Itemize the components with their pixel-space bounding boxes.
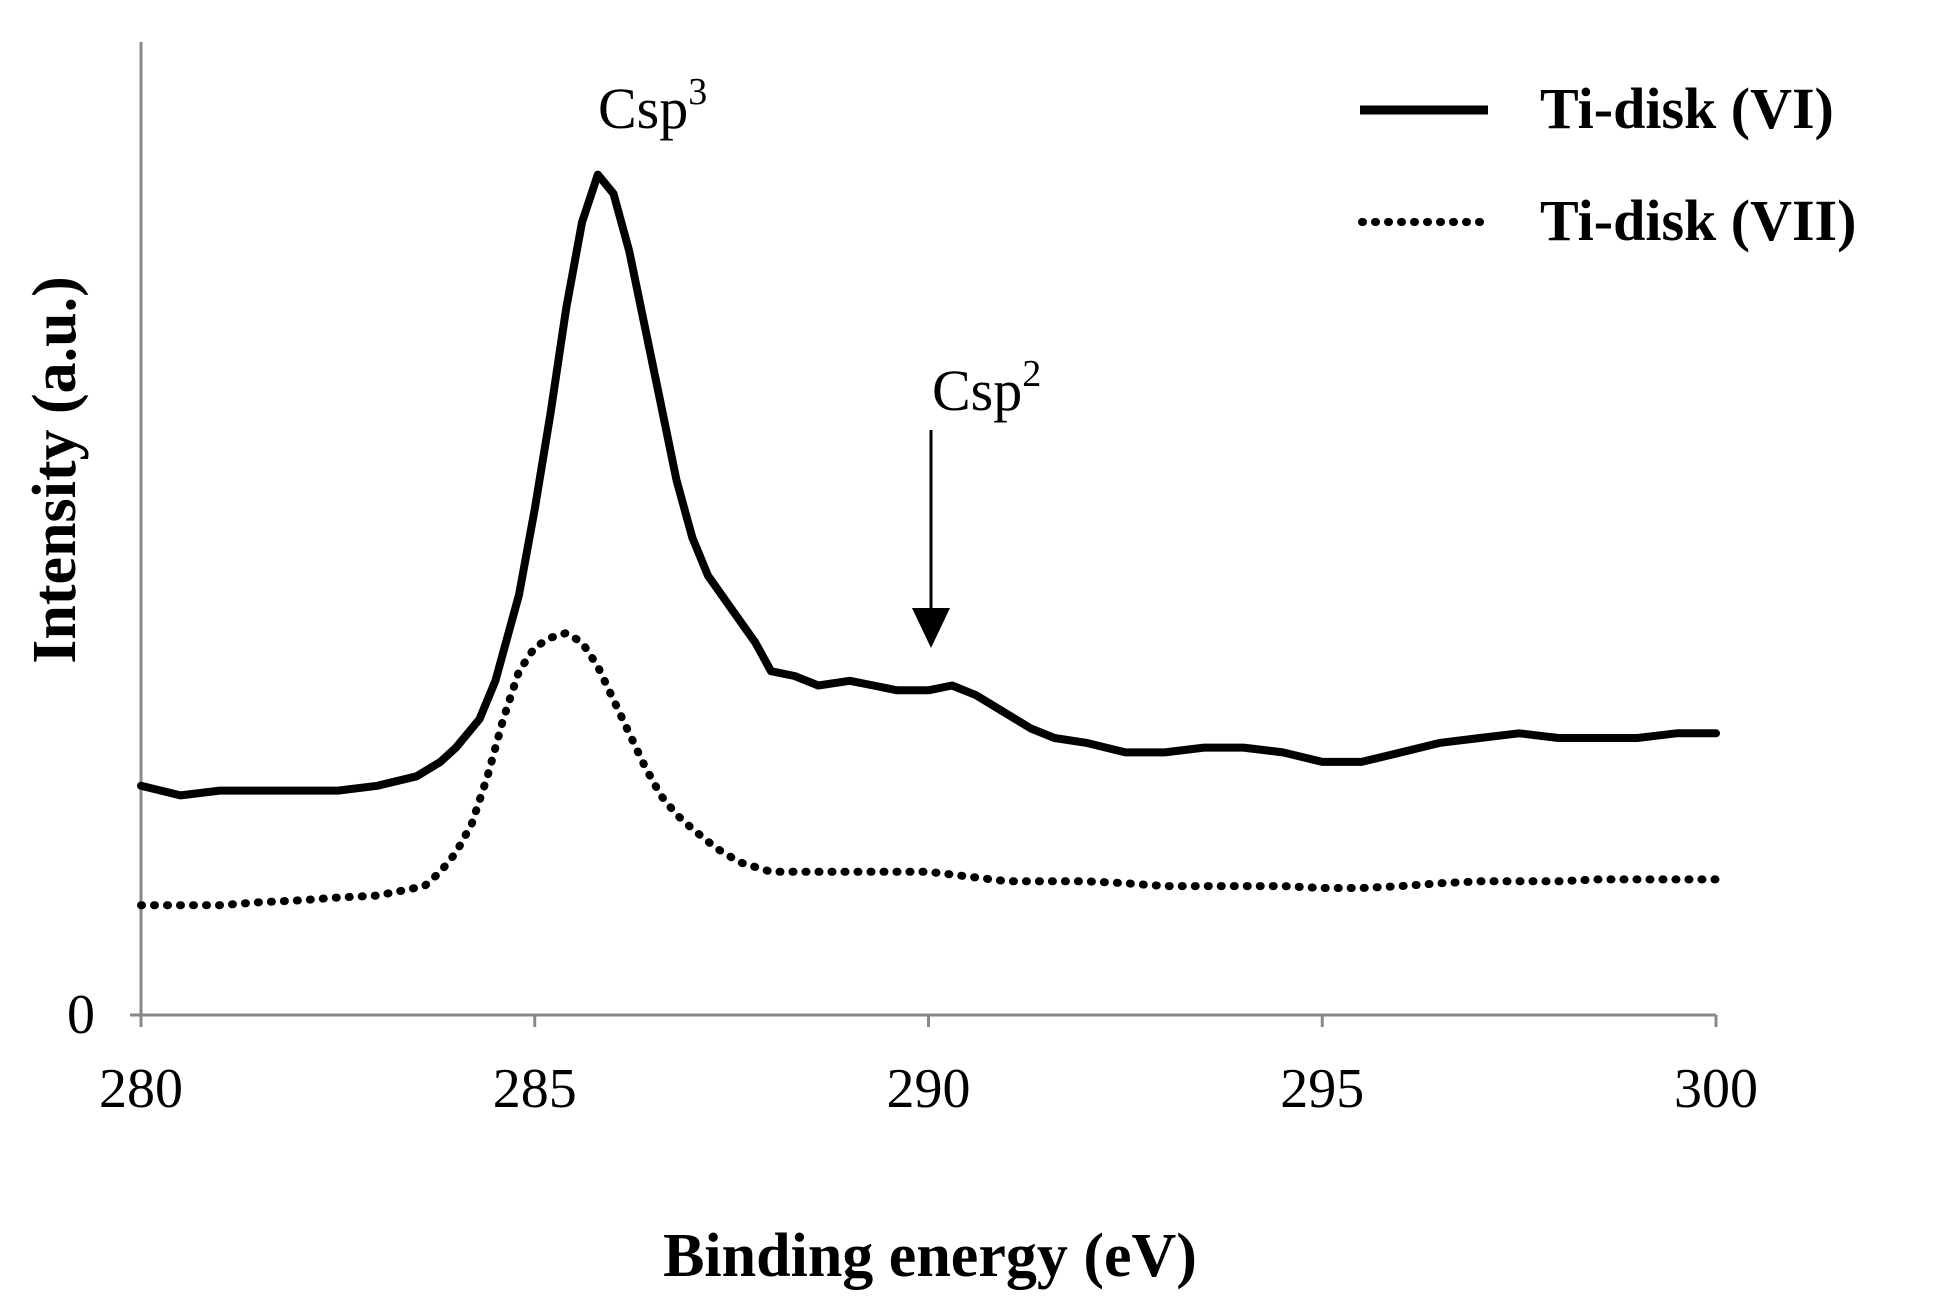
y-tick-labels: 0 bbox=[67, 984, 95, 1046]
annotation-csp2: Csp2 bbox=[932, 353, 1041, 423]
x-tick-label-280: 280 bbox=[99, 1058, 183, 1120]
y-axis-title: Intensity (a.u.) bbox=[21, 276, 89, 664]
legend-label-ti-disk-vi: Ti-disk (VI) bbox=[1540, 76, 1834, 141]
series-line-ti-disk-vi bbox=[137, 170, 1720, 800]
x-tick-marks bbox=[139, 1015, 1718, 1027]
legend-label-ti-disk-vii: Ti-disk (VII) bbox=[1540, 188, 1856, 253]
annotation-csp3-base: Csp bbox=[598, 76, 688, 141]
legend: Ti-disk (VI) Ti-disk (VII) bbox=[1358, 76, 1856, 253]
annotation-csp3-sup: 3 bbox=[688, 71, 707, 113]
annotation-csp2-base: Csp bbox=[932, 358, 1022, 423]
x-tick-labels: 280 285 290 295 300 bbox=[99, 1058, 1758, 1120]
x-tick-label-295: 295 bbox=[1280, 1058, 1364, 1120]
annotation-csp2-arrow-head bbox=[912, 608, 950, 648]
annotation-csp3: Csp3 bbox=[598, 71, 707, 141]
x-tick-label-300: 300 bbox=[1674, 1058, 1758, 1120]
x-tick-label-285: 285 bbox=[493, 1058, 577, 1120]
annotation-csp2-sup: 2 bbox=[1022, 353, 1041, 395]
y-tick-label-0: 0 bbox=[67, 984, 95, 1046]
x-axis-title: Binding energy (eV) bbox=[663, 1222, 1197, 1290]
series-line-ti-disk-vii bbox=[137, 628, 1720, 910]
x-tick-label-290: 290 bbox=[887, 1058, 971, 1120]
